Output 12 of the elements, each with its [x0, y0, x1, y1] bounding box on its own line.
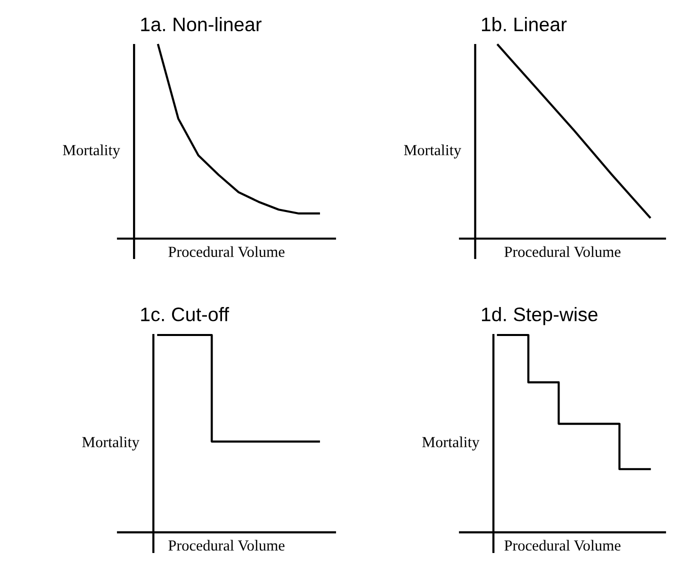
x-axis-title: Procedural Volume [504, 246, 620, 258]
chart-title: 1a. Non-linear [141, 17, 262, 32]
y-axis-title: Mortality [404, 144, 462, 158]
x-axis-title: Procedural Volume [168, 246, 284, 258]
x-axis-title: Procedural Volume [168, 540, 284, 551]
y-axis-title: Mortality [422, 436, 480, 450]
y-axis-title: Mortality [62, 144, 120, 158]
y-axis-title: Mortality [82, 436, 140, 450]
chart-title: 1c. Cut-off [141, 307, 230, 322]
chart-title: 1d. Step-wise [482, 307, 598, 326]
x-axis-title: Procedural Volume [504, 540, 620, 551]
chart-title: 1b. Linear [482, 17, 567, 32]
